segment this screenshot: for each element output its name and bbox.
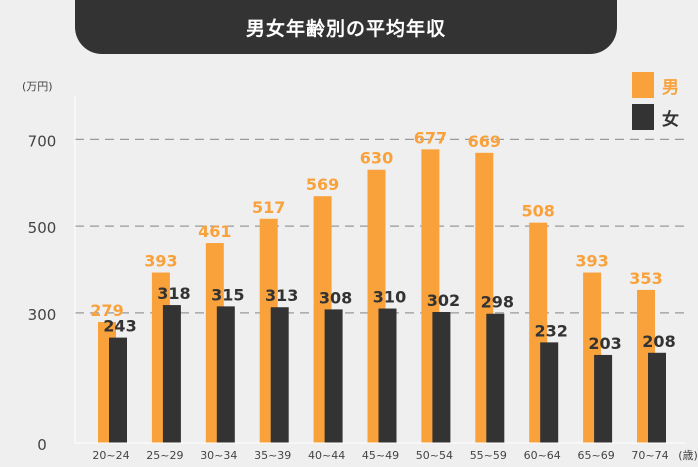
y-tick-label: 0 — [37, 436, 47, 454]
bar-female — [270, 307, 289, 443]
bar-female — [648, 352, 666, 443]
y-tick-label: 700 — [28, 132, 57, 150]
data-label-male: 569 — [306, 175, 339, 194]
x-unit-label: (歳) — [678, 449, 698, 462]
y-tick-label: 500 — [28, 219, 57, 237]
data-label-male: 517 — [252, 198, 285, 217]
data-label-male: 677 — [414, 128, 447, 147]
bar-female — [109, 337, 127, 443]
x-tick-label: 35~39 — [254, 449, 291, 462]
x-tick-label: 30~34 — [200, 449, 237, 462]
legend-item-female: 女 — [632, 104, 679, 130]
data-label-female: 243 — [103, 317, 136, 336]
x-tick-label: 65~69 — [577, 449, 614, 462]
data-label-female: 318 — [157, 284, 190, 303]
x-tick-label: 55~59 — [470, 449, 507, 462]
bar-female — [540, 342, 559, 443]
data-label-female: 315 — [211, 285, 244, 304]
x-tick-label: 45~49 — [362, 449, 399, 462]
data-label-male: 630 — [360, 149, 393, 168]
data-label-female: 208 — [642, 332, 675, 351]
x-tick-label: 50~54 — [416, 449, 453, 462]
bar-female — [216, 306, 235, 443]
legend-label-female: 女 — [662, 109, 679, 130]
chart-title: 男女年齢別の平均年収 — [75, 0, 617, 54]
data-label-male: 669 — [468, 132, 501, 151]
data-label-male: 461 — [198, 222, 231, 241]
data-label-male: 508 — [521, 202, 554, 221]
data-label-female: 310 — [373, 288, 406, 307]
data-label-female: 203 — [588, 334, 621, 353]
data-label-male: 393 — [575, 252, 608, 271]
bar-female — [378, 308, 397, 443]
bar-female — [594, 354, 613, 443]
data-label-female: 298 — [481, 293, 514, 312]
data-label-female: 308 — [319, 288, 352, 307]
bar-female — [324, 309, 343, 443]
legend-label-male: 男 — [662, 77, 679, 98]
x-tick-label: 60~64 — [524, 449, 561, 462]
legend-item-male: 男 — [632, 72, 679, 98]
legend-swatch-male — [632, 72, 654, 98]
x-tick-label: 40~44 — [308, 449, 345, 462]
y-tick-label: 300 — [28, 306, 57, 324]
data-label-male: 279 — [90, 301, 123, 320]
y-unit-label: (万円) — [22, 80, 53, 93]
data-label-female: 232 — [534, 321, 567, 340]
bar-female — [432, 312, 451, 443]
legend-swatch-female — [632, 104, 654, 130]
bar-female — [162, 305, 181, 443]
x-tick-label: 25~29 — [146, 449, 183, 462]
bar-female — [486, 313, 505, 443]
data-label-male: 393 — [144, 252, 177, 271]
data-label-male: 353 — [629, 269, 662, 288]
data-label-female: 313 — [265, 286, 298, 305]
x-tick-label: 20~24 — [92, 449, 129, 462]
data-label-female: 302 — [427, 291, 460, 310]
x-tick-label: 70~74 — [631, 449, 668, 462]
